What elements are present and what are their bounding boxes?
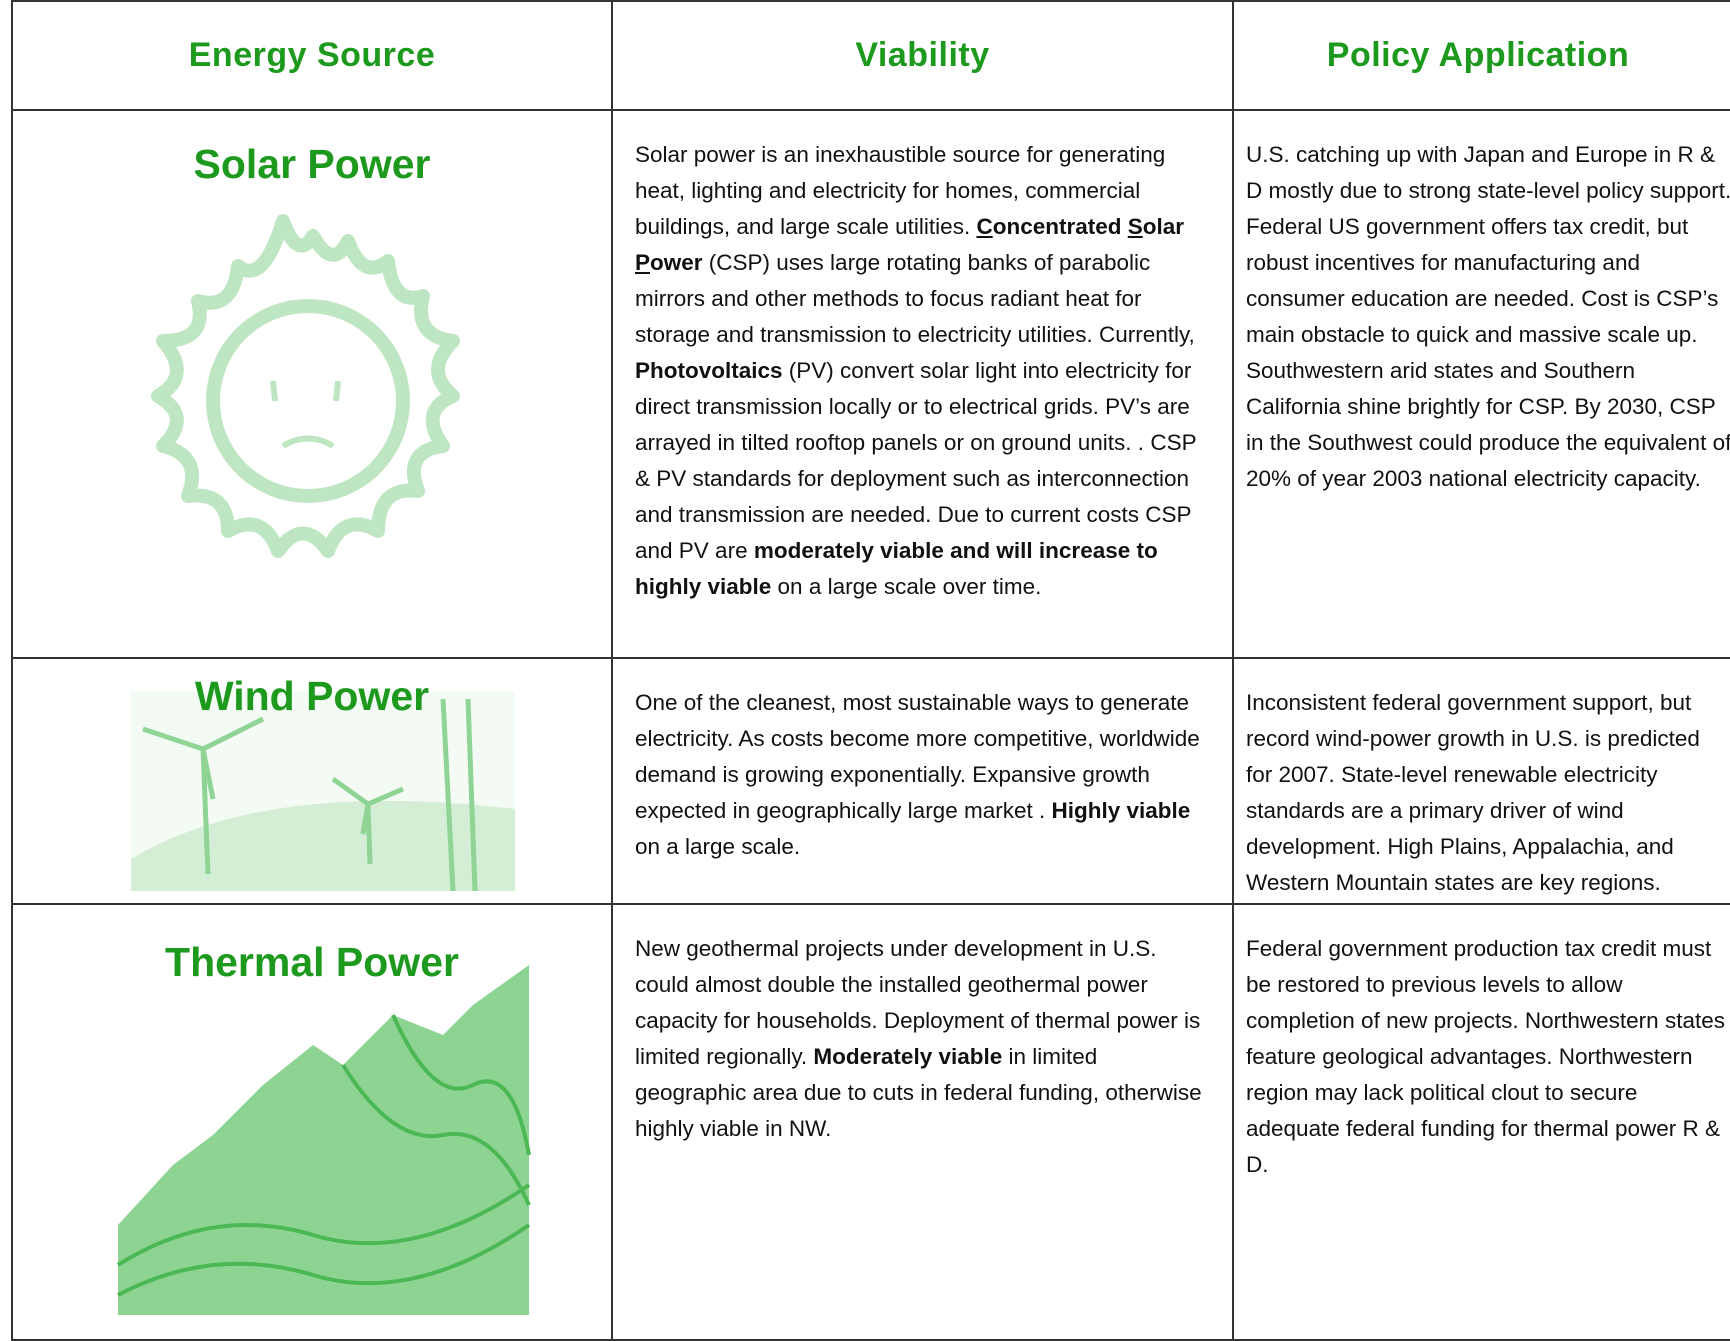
viability-text: on a large scale. [635, 834, 801, 859]
source-cell: Wind Power [11, 659, 613, 905]
viability-text: Highly viable [1051, 798, 1191, 823]
wind-illustration [131, 691, 515, 892]
viability-text: P [635, 250, 651, 275]
source-title: Thermal Power [165, 939, 459, 985]
policy-text: Inconsistent federal government support,… [1246, 690, 1700, 895]
viability-text: New geothermal projects under developmen… [635, 936, 1201, 1069]
viability-text: One of the cleanest, most sustainable wa… [635, 690, 1200, 823]
policy-cell: Inconsistent federal government support,… [1234, 659, 1730, 905]
source-title: Solar Power [193, 141, 431, 187]
viability-text: moderately viable and will increase to h… [635, 538, 1158, 599]
viability-text: (CSP) uses large rotating banks of parab… [635, 250, 1195, 347]
thermal-illustration [116, 965, 531, 1315]
viability-cell: One of the cleanest, most sustainable wa… [613, 659, 1234, 905]
policy-text: U.S. catching up with Japan and Europe i… [1246, 142, 1730, 491]
header-text: Energy Source [188, 36, 436, 74]
sun-illustration [151, 214, 460, 558]
viability-text: Photovoltaics [635, 358, 783, 383]
source-cell: Thermal Power [11, 905, 613, 1341]
policy-text: Federal government production tax credit… [1246, 936, 1725, 1177]
viability-text: (PV) convert solar light into electricit… [635, 358, 1197, 563]
source-title: Wind Power [194, 673, 430, 719]
source-cell: Solar Power [11, 111, 613, 659]
viability-text: on a large scale over time. [771, 574, 1042, 599]
viability-cell: New geothermal projects under developmen… [613, 905, 1234, 1341]
header-text: Viability [855, 36, 990, 74]
viability-text: S [1127, 214, 1143, 239]
viability-text: oncentrated [992, 214, 1128, 239]
viability-text: Solar power is an inexhaustible source f… [635, 142, 1166, 239]
header-cell: Energy Source [11, 0, 613, 111]
header-cell: Policy Application [1234, 0, 1730, 111]
header-text: Policy Application [1326, 36, 1630, 74]
policy-cell: U.S. catching up with Japan and Europe i… [1234, 111, 1730, 659]
viability-text: in limited geographic area due to cuts i… [635, 1044, 1202, 1141]
viability-text: ower [650, 250, 703, 275]
viability-cell: Solar power is an inexhaustible source f… [613, 111, 1234, 659]
viability-text: C [976, 214, 993, 239]
viability-text: olar [1142, 214, 1185, 239]
policy-cell: Federal government production tax credit… [1234, 905, 1730, 1341]
header-cell: Viability [613, 0, 1234, 111]
viability-text: Moderately viable [813, 1044, 1003, 1069]
